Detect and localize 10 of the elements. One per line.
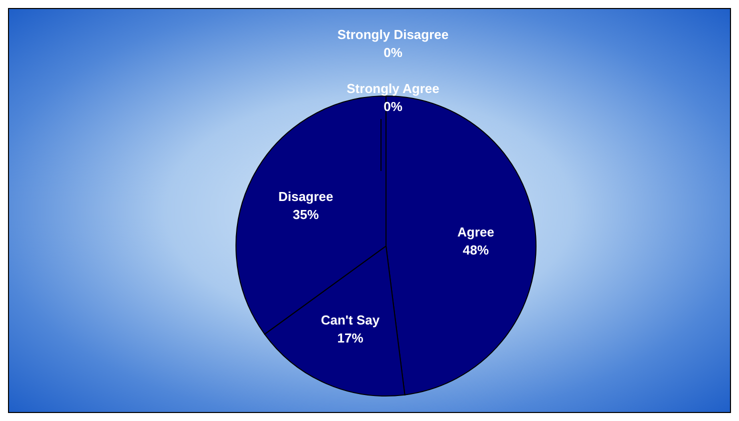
data-label: 48% — [462, 242, 490, 258]
slice-label: Can't Say — [320, 312, 380, 328]
category-label: Strongly Agree — [346, 81, 440, 96]
text: 0% — [384, 99, 402, 114]
category-label: Strongly Disagree — [337, 27, 449, 42]
slice-label: Agree — [457, 224, 494, 240]
data-label: 35% — [292, 207, 320, 222]
slice-label: Disagree — [278, 189, 334, 204]
text: 0% — [384, 45, 402, 60]
data-label: 17% — [337, 330, 364, 346]
